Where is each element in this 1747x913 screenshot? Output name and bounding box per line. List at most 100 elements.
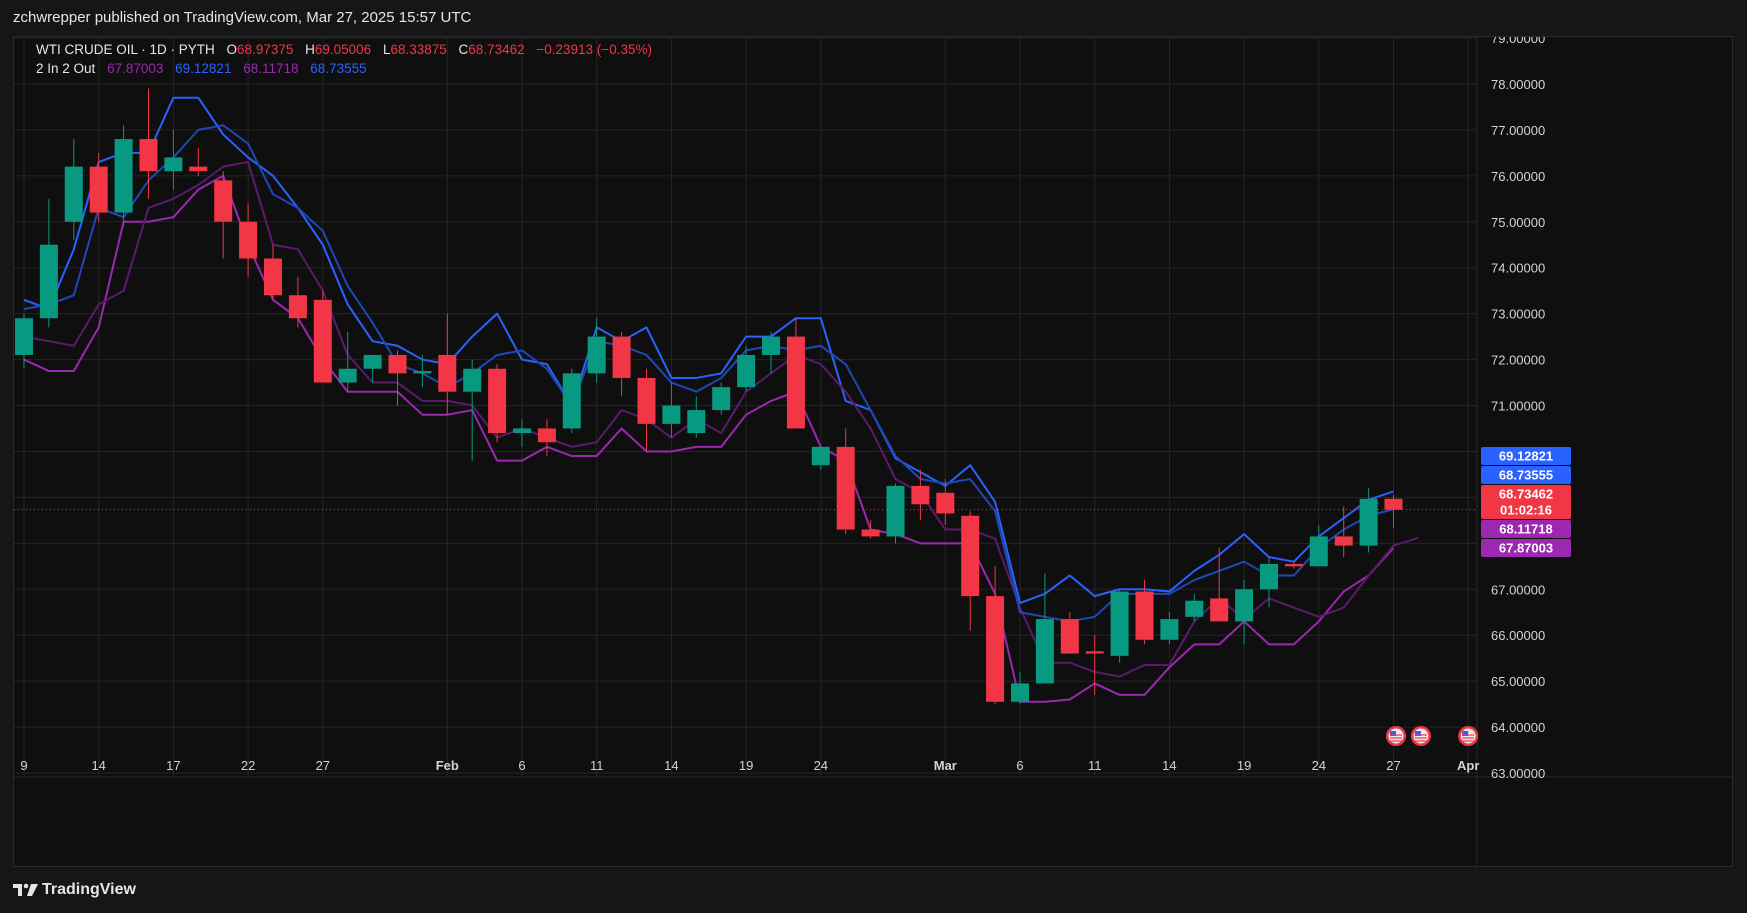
- us-flag-icon-canton: [1389, 731, 1396, 736]
- symbol-title[interactable]: WTI CRUDE OIL · 1D · PYTH: [36, 42, 215, 57]
- candle-body: [662, 405, 681, 424]
- candle-body: [15, 318, 33, 355]
- price-axis-label: 68.11718: [1499, 522, 1553, 537]
- candle-body: [64, 166, 83, 222]
- tradingview-logo-icon: [13, 883, 38, 896]
- x-tick-label: 17: [166, 758, 180, 773]
- symbol-legend[interactable]: WTI CRUDE OIL · 1D · PYTH O68.97375 H69.…: [36, 42, 660, 57]
- candle-body: [936, 492, 955, 514]
- candle-body: [1185, 600, 1204, 617]
- x-tick-label: 14: [1162, 758, 1176, 773]
- candle-body: [562, 373, 581, 429]
- candle-body: [488, 368, 507, 434]
- y-tick-label: 66.00000: [1491, 628, 1545, 643]
- candle-body: [537, 428, 556, 443]
- x-tick-label: 14: [91, 758, 105, 773]
- candle-body: [288, 295, 307, 319]
- price-axis-label-bg: [1481, 501, 1571, 519]
- y-tick-label: 78.00000: [1491, 77, 1545, 92]
- us-flag-icon-canton: [1414, 731, 1421, 736]
- candle-body: [39, 244, 58, 319]
- ohlc-close: C68.73462: [458, 42, 525, 57]
- indicator-value-1: 67.87003: [107, 61, 164, 76]
- candle-body: [1210, 598, 1229, 622]
- candle-body: [388, 354, 407, 374]
- price-axis-label-bg: [1481, 539, 1571, 557]
- price-axis-label: 69.12821: [1499, 449, 1553, 464]
- candle-body: [214, 180, 233, 222]
- candle-body: [986, 596, 1005, 702]
- candle-body: [1060, 619, 1079, 654]
- x-tick-label: 24: [814, 758, 828, 773]
- candle-body: [1284, 563, 1303, 567]
- y-tick-label: 71.00000: [1491, 399, 1545, 414]
- x-tick-label: 19: [739, 758, 753, 773]
- price-axis-label: 68.73555: [1499, 468, 1553, 483]
- indicator-line-2: [23, 96, 1394, 605]
- y-tick-label: 72.00000: [1491, 353, 1545, 368]
- candle-body: [1260, 563, 1278, 590]
- x-tick-label: 11: [590, 758, 604, 773]
- y-tick-label: 65.00000: [1491, 674, 1545, 689]
- indicator-value-4: 68.73555: [310, 61, 367, 76]
- candle-body: [114, 139, 133, 213]
- x-tick-label: 6: [518, 758, 525, 773]
- indicator-value-2: 69.12821: [175, 61, 232, 76]
- candle-body: [811, 446, 830, 466]
- x-tick-label: 11: [1088, 758, 1102, 773]
- candle-body: [762, 336, 780, 355]
- candle-body: [189, 166, 208, 172]
- candle-body: [587, 336, 606, 374]
- candle-body: [886, 485, 905, 537]
- candle-body: [1035, 619, 1054, 684]
- y-tick-label: 63.00000: [1491, 766, 1545, 781]
- x-tick-label: 6: [1016, 758, 1023, 773]
- price-axis-label-bg: [1481, 466, 1571, 484]
- candle-body: [786, 336, 805, 429]
- chart-panel[interactable]: 63.00000 64.00000 65.00000 66.00000 67.00000…: [13, 36, 1734, 868]
- price-axis-label-bg: [1481, 485, 1571, 503]
- price-axis-label-bg: [1481, 520, 1571, 538]
- candle-body: [338, 368, 357, 383]
- y-tick-label: 74.00000: [1491, 261, 1545, 276]
- published-text: zchwrepper published on TradingView.com,…: [13, 9, 472, 26]
- candle-body: [1011, 683, 1029, 702]
- candle-body: [1110, 591, 1129, 656]
- y-tick-label: 76.00000: [1491, 169, 1545, 184]
- candle-body: [1235, 589, 1254, 622]
- candle-body: [612, 336, 631, 378]
- candle-body: [513, 428, 531, 434]
- us-flag-icon-canton: [1462, 731, 1469, 736]
- indicator-line-4: [23, 124, 1394, 623]
- ohlc-low: L68.33875: [382, 42, 447, 57]
- price-axis-label: 01:02:16: [1500, 503, 1552, 518]
- price-axis-label: 68.73462: [1499, 487, 1553, 502]
- candle-body: [1384, 498, 1403, 510]
- ohlc-high: H69.05006: [305, 42, 372, 57]
- indicator-value-3: 68.11718: [243, 61, 299, 76]
- candle-body: [413, 371, 432, 374]
- x-tick-label: 27: [1386, 758, 1400, 773]
- candle-body: [1160, 619, 1179, 640]
- candle-body: [239, 221, 258, 259]
- candle-body: [637, 377, 656, 424]
- x-tick-label: 9: [20, 758, 27, 773]
- candle-body: [164, 157, 183, 172]
- price-chart[interactable]: 63.00000 64.00000 65.00000 66.00000 67.00000…: [14, 37, 1734, 868]
- candle-body: [1359, 498, 1378, 546]
- y-tick-label: 77.00000: [1491, 123, 1545, 138]
- candle-body: [463, 368, 482, 392]
- x-tick-label: Mar: [934, 758, 957, 773]
- x-tick-label: Feb: [436, 758, 459, 773]
- candle-body: [687, 410, 706, 434]
- indicator-name[interactable]: 2 In 2 Out: [36, 61, 96, 76]
- x-tick-label: 27: [316, 758, 330, 773]
- candle-body: [737, 354, 756, 388]
- candle-body: [363, 354, 382, 369]
- indicator-legend[interactable]: 2 In 2 Out 67.87003 69.12821 68.11718 68…: [36, 61, 375, 76]
- y-tick-label: 67.00000: [1491, 582, 1545, 597]
- y-tick-label: 64.00000: [1491, 720, 1545, 735]
- candle-body: [139, 139, 158, 172]
- price-axis-label-bg: [1481, 447, 1571, 465]
- price-axis-label: 67.87003: [1499, 541, 1553, 556]
